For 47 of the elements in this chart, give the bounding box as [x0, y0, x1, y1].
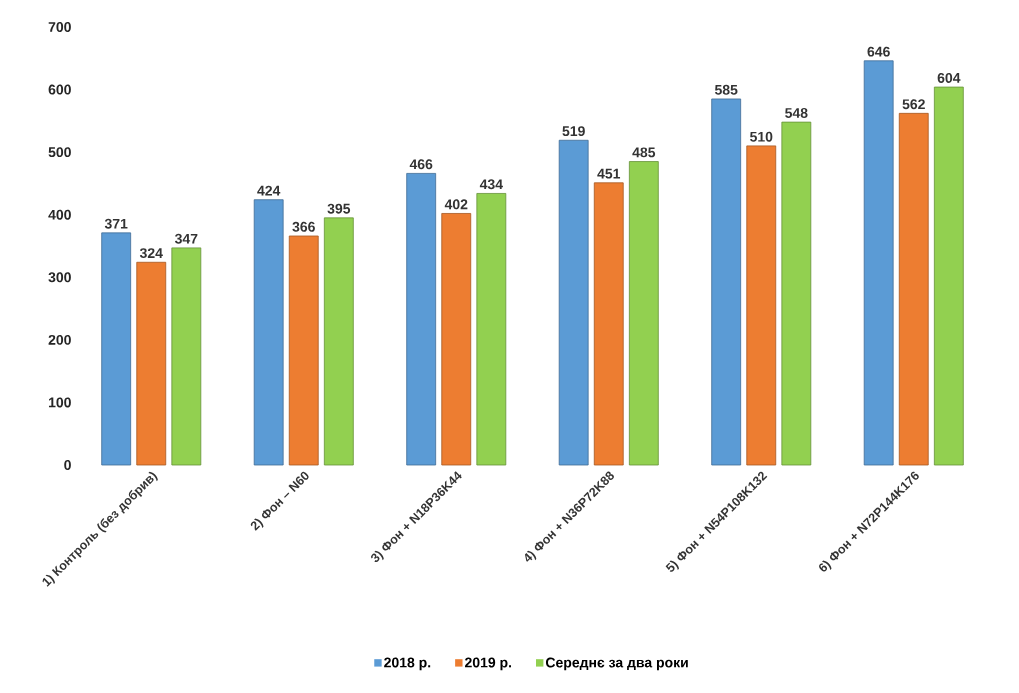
y-tick-label: 0 [64, 460, 71, 470]
data-label: 519 [562, 126, 585, 137]
bar [101, 232, 132, 466]
bar [863, 60, 894, 466]
bar [628, 161, 659, 466]
y-tick-label: 300 [48, 272, 71, 283]
legend-label: 2019 р. [465, 657, 512, 671]
data-label: 371 [104, 218, 128, 229]
bar [781, 121, 812, 466]
y-tick-label: 600 [48, 84, 71, 95]
data-label: 424 [257, 185, 281, 196]
y-tick-label: 100 [48, 397, 71, 408]
data-label: 347 [174, 233, 198, 244]
bar [711, 98, 742, 466]
bar [441, 213, 472, 466]
data-label: 324 [139, 248, 163, 259]
bar [898, 112, 929, 466]
data-label: 466 [409, 159, 433, 170]
bar [288, 235, 319, 466]
data-label: 548 [785, 107, 808, 118]
bar [593, 182, 624, 466]
bar [558, 139, 589, 466]
bar [136, 261, 167, 466]
bar [746, 145, 777, 466]
data-label: 451 [597, 168, 621, 179]
data-label: 562 [902, 99, 925, 110]
bar [323, 217, 354, 466]
y-tick-label: 500 [48, 147, 71, 158]
data-label: 434 [479, 179, 503, 190]
y-tick-label: 700 [48, 22, 71, 32]
data-label: 585 [714, 84, 738, 95]
data-label: 402 [444, 199, 468, 210]
data-label: 366 [292, 221, 315, 232]
bar [406, 173, 437, 466]
data-label: 485 [632, 147, 656, 158]
bar [171, 247, 202, 466]
y-tick-label: 200 [48, 334, 71, 345]
data-label: 395 [327, 203, 351, 214]
legend-label: Середнє за два роки [545, 657, 688, 671]
data-label: 510 [750, 131, 773, 142]
bar [476, 193, 507, 466]
legend-label: 2018 р. [384, 657, 431, 671]
data-label: 604 [937, 72, 961, 83]
y-tick-label: 400 [48, 209, 71, 220]
bar [253, 199, 284, 466]
bar [933, 86, 964, 466]
data-label: 646 [867, 46, 890, 57]
